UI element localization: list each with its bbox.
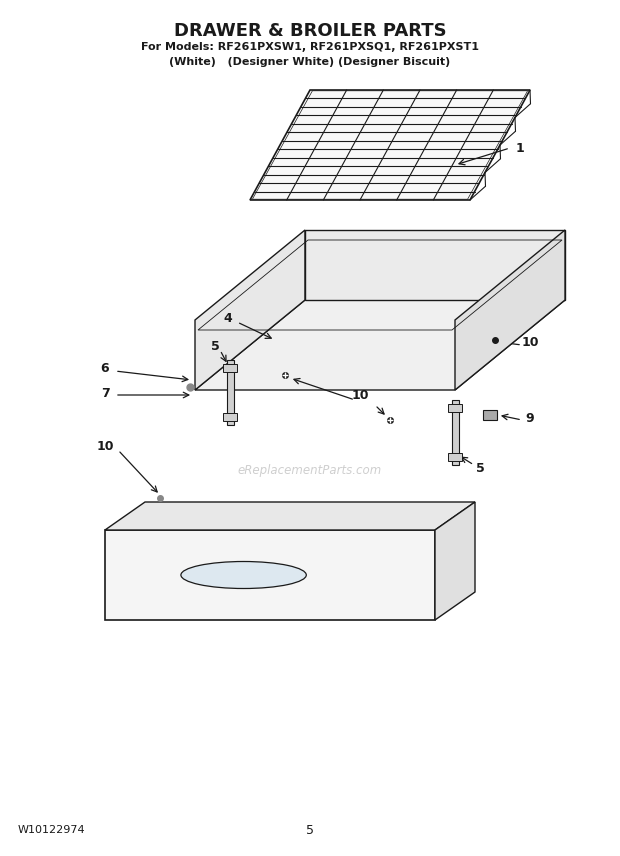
Text: eReplacementParts.com: eReplacementParts.com [238, 463, 382, 477]
Text: DRAWER & BROILER PARTS: DRAWER & BROILER PARTS [174, 22, 446, 40]
Text: 7: 7 [100, 387, 109, 400]
Polygon shape [195, 230, 305, 390]
Polygon shape [195, 300, 565, 390]
Ellipse shape [181, 562, 306, 589]
Text: W10122974: W10122974 [18, 825, 86, 835]
Polygon shape [223, 364, 237, 372]
Polygon shape [226, 360, 234, 425]
Text: (White)   (Designer White) (Designer Biscuit): (White) (Designer White) (Designer Biscu… [169, 57, 451, 67]
Polygon shape [448, 404, 462, 412]
Text: 6: 6 [100, 361, 109, 375]
Polygon shape [451, 400, 459, 465]
Text: 10: 10 [352, 389, 369, 401]
Text: 5: 5 [476, 461, 484, 474]
Text: 9: 9 [526, 412, 534, 425]
Polygon shape [483, 410, 497, 420]
Text: 5: 5 [211, 340, 219, 353]
Polygon shape [250, 90, 530, 200]
Text: 1: 1 [516, 141, 525, 154]
Text: 4: 4 [224, 312, 232, 324]
Polygon shape [305, 230, 565, 300]
Polygon shape [105, 502, 475, 530]
Polygon shape [105, 530, 435, 620]
Polygon shape [435, 502, 475, 620]
Text: For Models: RF261PXSW1, RF261PXSQ1, RF261PXST1: For Models: RF261PXSW1, RF261PXSQ1, RF26… [141, 42, 479, 52]
Polygon shape [448, 453, 462, 461]
Polygon shape [223, 413, 237, 421]
Polygon shape [455, 230, 565, 390]
Text: 5: 5 [306, 823, 314, 836]
Text: 10: 10 [521, 336, 539, 348]
Text: 10: 10 [96, 439, 113, 453]
